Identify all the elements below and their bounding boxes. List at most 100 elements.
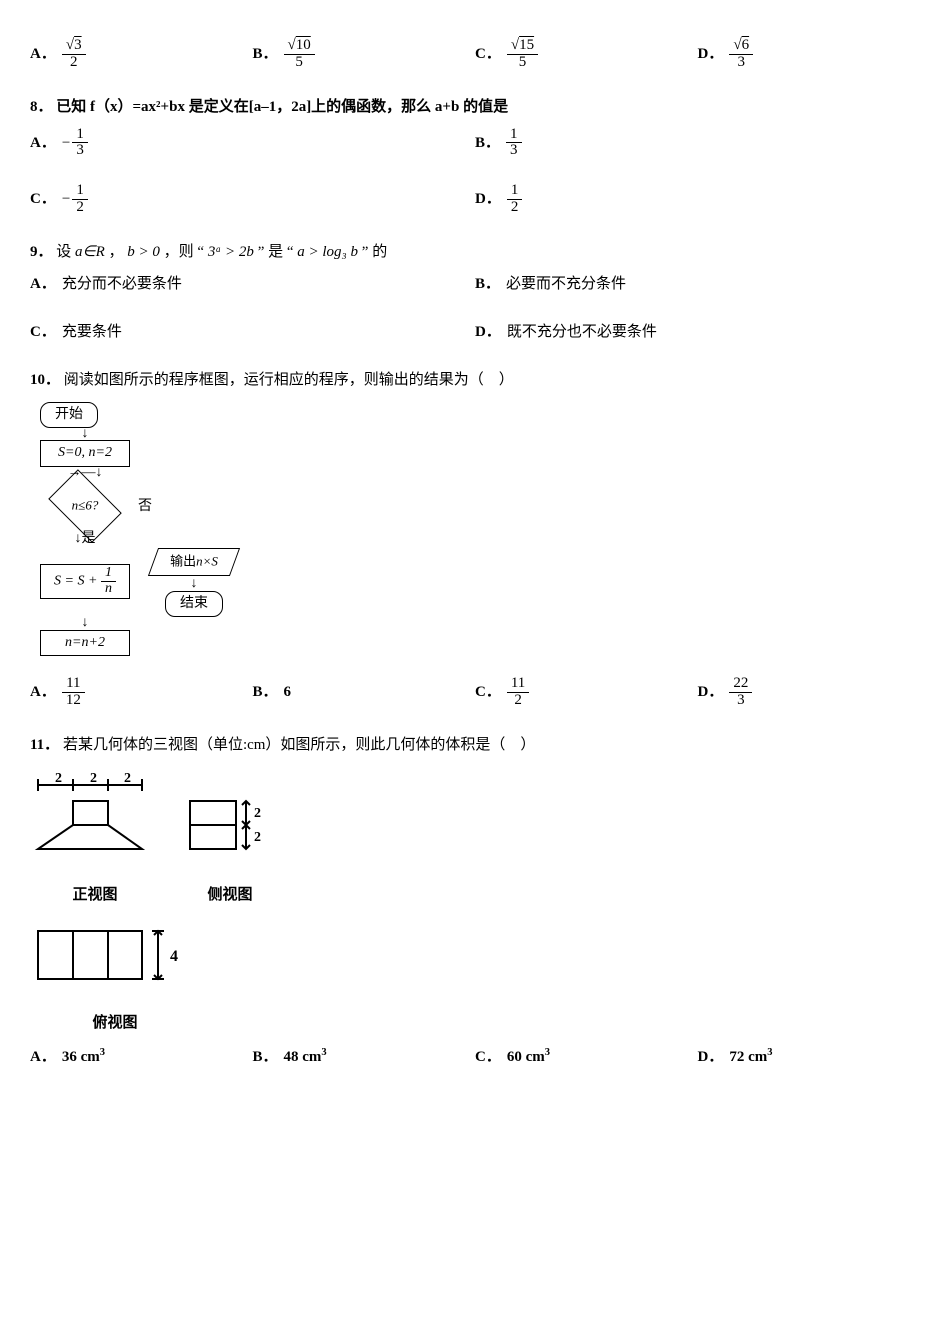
- fc-arrow-1: ↓: [40, 428, 130, 441]
- q9-suffix: ” 的: [362, 244, 387, 260]
- q10-options: A． 11 12 B． 6 C． 11 2 D． 22 3: [30, 676, 920, 709]
- q11-top-view: 4 俯视图: [30, 921, 200, 1035]
- q8-number: 8．: [30, 99, 53, 115]
- q7-c-den: 5: [507, 55, 538, 71]
- q10-d-num: 22: [729, 676, 752, 693]
- q11-b-pow: 3: [321, 1047, 326, 1058]
- q11-c-num: 60: [507, 1049, 522, 1065]
- q8-options-row1: A． − 1 3 B． 1 3: [30, 127, 920, 160]
- fc-step: n=n+2: [40, 630, 130, 656]
- q10-d-frac: 22 3: [729, 676, 752, 709]
- q7-option-a: A． √3 2: [30, 38, 253, 71]
- q11-d-label: D．: [698, 1045, 724, 1069]
- q10-b-text: 6: [284, 680, 292, 704]
- q7-b-den: 5: [284, 55, 315, 71]
- q7-options: A． √3 2 B． √10 5 C． √15 5 D． √6 3: [30, 38, 920, 71]
- q11-d-pow: 3: [767, 1047, 772, 1058]
- top-dim-h: 4: [170, 948, 178, 965]
- q7-option-c: C． √15 5: [475, 38, 698, 71]
- side-view-label: 侧视图: [180, 883, 280, 907]
- q11-row1: 2 2 2 正视图 2 2: [30, 771, 920, 907]
- q10-option-a: A． 11 12: [30, 676, 253, 709]
- fc-body-prefix: S = S +: [54, 574, 101, 589]
- front-dim-3: 2: [124, 771, 131, 786]
- q9-a-text: 充分而不必要条件: [62, 272, 182, 296]
- q11-a-pow: 3: [100, 1047, 105, 1058]
- fc-start: 开始: [40, 402, 98, 428]
- q11-options: A． 36 cm3 B． 48 cm3 C． 60 cm3 D． 72 cm3: [30, 1045, 920, 1069]
- q9-comma2: ，则 “: [164, 244, 204, 260]
- q7-a-den: 2: [62, 55, 86, 71]
- q8-b-frac: 1 3: [506, 127, 522, 160]
- q11-a-label: A．: [30, 1045, 56, 1069]
- front-dim-2: 2: [90, 771, 97, 786]
- fc-body: S = S + 1 n: [40, 564, 130, 598]
- q11-views: 2 2 2 正视图 2 2: [30, 771, 920, 1035]
- q11-b-unit: cm: [302, 1049, 321, 1065]
- q11-d-num: 72: [729, 1049, 744, 1065]
- q11-c-pow: 3: [545, 1047, 550, 1058]
- q10-c-label: C．: [475, 680, 501, 704]
- q8-a-neg: −: [62, 131, 70, 155]
- fc-body-den: n: [101, 582, 116, 597]
- q7-a-label: A．: [30, 42, 56, 66]
- q8-text: 已知 f（x）=ax²+bx 是定义在[a–1，2a]上的偶函数，那么 a+b …: [56, 99, 508, 115]
- q11-d-unit: cm: [748, 1049, 767, 1065]
- fc-output-prefix: 输出: [170, 554, 196, 569]
- fc-end: 结束: [165, 591, 223, 617]
- q9-option-c: C． 充要条件: [30, 320, 475, 344]
- q7-option-b: B． √10 5: [253, 38, 476, 71]
- q8-options-row2: C． − 1 2 D． 1 2: [30, 183, 920, 216]
- q7-d-sqrt: 6: [742, 37, 750, 53]
- q9-number: 9．: [30, 244, 53, 260]
- q11-b-num: 48: [284, 1049, 299, 1065]
- fc-output-text: 输出n×S: [170, 552, 218, 573]
- q9-options-row1: A． 充分而不必要条件 B． 必要而不充分条件: [30, 272, 920, 296]
- q9-mid: ” 是 “: [258, 244, 294, 260]
- q10-c-frac: 11 2: [507, 676, 529, 709]
- q11-option-b: B． 48 cm3: [253, 1045, 476, 1069]
- fc-output-wrap: 输出n×S: [144, 546, 244, 578]
- q11-option-a: A． 36 cm3: [30, 1045, 253, 1069]
- q8-c-num: 1: [72, 183, 88, 200]
- q8-c-den: 2: [72, 200, 88, 216]
- fc-arrow-out: ↓: [144, 578, 244, 591]
- q9-ineq1: 3ᵃ > 2b: [208, 244, 254, 260]
- q9-option-d: D． 既不充分也不必要条件: [475, 320, 920, 344]
- q10-d-den: 3: [729, 693, 752, 709]
- side-view-svg: 2 2: [180, 771, 280, 871]
- q10-a-label: A．: [30, 680, 56, 704]
- q9-cond2: b > 0: [127, 244, 160, 260]
- q8-option-a: A． − 1 3: [30, 127, 475, 160]
- q7-d-frac: √6 3: [729, 38, 753, 71]
- q8-b-label: B．: [475, 131, 500, 155]
- q10-d-label: D．: [698, 680, 724, 704]
- q7-d-label: D．: [698, 42, 724, 66]
- q10-stem: 10． 阅读如图所示的程序框图，运行相应的程序，则输出的结果为（ ）: [30, 368, 920, 392]
- q8-d-num: 1: [507, 183, 523, 200]
- q9-prefix: 设: [56, 244, 71, 260]
- q11-option-d: D． 72 cm3: [698, 1045, 921, 1069]
- q11-a-unit: cm: [81, 1049, 100, 1065]
- side-dim-bot: 2: [254, 830, 261, 845]
- q10-text: 阅读如图所示的程序框图，运行相应的程序，则输出的结果为（ ）: [64, 372, 514, 388]
- q11-row2: 4 俯视图: [30, 921, 920, 1035]
- q8-d-den: 2: [507, 200, 523, 216]
- fc-no-label: 否: [138, 499, 152, 514]
- q10-a-num: 11: [62, 676, 85, 693]
- front-view-label: 正视图: [30, 883, 160, 907]
- top-view-label: 俯视图: [30, 1011, 200, 1035]
- front-dim-1: 2: [55, 771, 62, 786]
- q7-a-frac: √3 2: [62, 38, 86, 71]
- q9-comma1: ，: [109, 244, 124, 260]
- q8-option-b: B． 1 3: [475, 127, 920, 160]
- q10-b-label: B．: [253, 680, 278, 704]
- q9-option-a: A． 充分而不必要条件: [30, 272, 475, 296]
- q11-a-num: 36: [62, 1049, 77, 1065]
- q11-number: 11．: [30, 737, 59, 753]
- q7-b-frac: √10 5: [284, 38, 315, 71]
- top-view-svg: 4: [30, 921, 200, 999]
- q11-c-val: 60 cm3: [507, 1045, 550, 1069]
- q8-a-den: 3: [72, 143, 88, 159]
- q8-c-neg: −: [62, 187, 70, 211]
